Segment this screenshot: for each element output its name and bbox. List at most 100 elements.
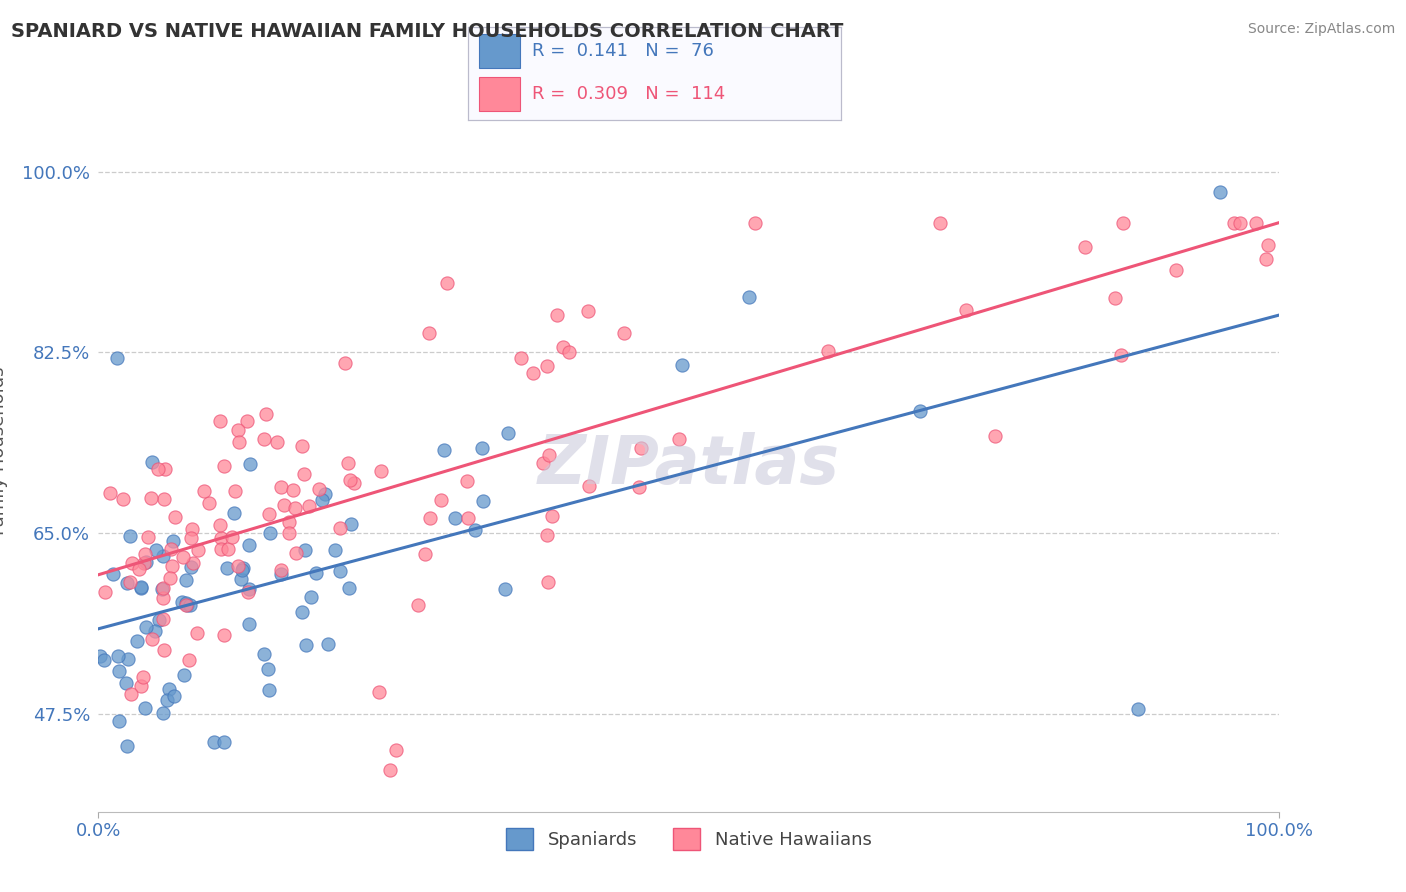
Point [228, 558, 250, 573]
Point [108, 665, 131, 679]
Point [291, 440, 314, 454]
Point [292, 467, 315, 481]
Point [111, 491, 134, 506]
Point [418, 326, 440, 340]
Point [159, 541, 181, 556]
Point [1256, 252, 1278, 266]
Point [370, 464, 392, 478]
Point [221, 530, 243, 544]
Point [93, 653, 115, 667]
Point [198, 496, 221, 510]
Point [298, 500, 321, 514]
Point [98, 486, 121, 500]
Point [318, 637, 340, 651]
Point [299, 590, 322, 604]
Point [311, 493, 333, 508]
Point [270, 480, 292, 494]
Point [436, 277, 458, 291]
Point [259, 525, 281, 540]
Point [257, 663, 280, 677]
Point [174, 599, 197, 613]
Point [329, 564, 352, 578]
Point [1244, 216, 1267, 230]
Point [181, 556, 204, 570]
Point [340, 517, 363, 532]
Point [212, 459, 235, 474]
Point [817, 343, 839, 358]
Text: R =  0.141   N =  76: R = 0.141 N = 76 [531, 42, 713, 60]
Point [224, 483, 246, 498]
Point [118, 529, 141, 543]
Point [1111, 216, 1133, 230]
Point [1229, 216, 1251, 230]
Point [180, 531, 202, 545]
Point [308, 483, 330, 497]
Point [1109, 348, 1132, 362]
Point [153, 643, 176, 657]
Point [180, 560, 202, 574]
Point [266, 434, 288, 449]
Point [929, 216, 952, 230]
Point [239, 458, 262, 472]
Point [135, 620, 157, 634]
Point [385, 743, 408, 757]
Point [433, 443, 456, 458]
Point [152, 612, 174, 626]
Point [156, 693, 179, 707]
Point [231, 572, 253, 586]
Point [132, 557, 155, 571]
Point [558, 344, 581, 359]
Point [538, 448, 561, 462]
Point [173, 668, 195, 682]
Point [176, 598, 198, 612]
Point [120, 688, 142, 702]
Point [457, 511, 479, 525]
Point [181, 522, 204, 536]
Point [159, 571, 181, 585]
Point [314, 487, 336, 501]
Point [105, 351, 128, 365]
Point [136, 530, 159, 544]
Point [217, 561, 239, 575]
Point [628, 480, 651, 494]
Point [1166, 263, 1188, 277]
Point [378, 764, 401, 778]
Point [134, 701, 156, 715]
Point [127, 633, 149, 648]
Point [163, 689, 186, 703]
Point [955, 303, 977, 318]
Point [165, 510, 187, 524]
Point [253, 647, 276, 661]
Point [368, 685, 391, 699]
Point [172, 549, 194, 564]
Point [546, 308, 568, 322]
Point [522, 366, 544, 380]
Point [152, 591, 174, 605]
Point [578, 479, 600, 493]
Point [115, 675, 138, 690]
Point [232, 561, 254, 575]
Point [305, 566, 328, 580]
Legend: Spaniards, Native Hawaiians: Spaniards, Native Hawaiians [499, 821, 879, 857]
Point [93, 585, 115, 599]
Point [983, 429, 1005, 443]
Point [128, 562, 150, 576]
Point [671, 358, 693, 372]
Point [277, 526, 299, 541]
Point [630, 441, 652, 455]
Point [281, 483, 304, 498]
Point [1104, 291, 1126, 305]
Point [176, 574, 198, 588]
Point [294, 543, 316, 558]
Point [406, 599, 429, 613]
Point [129, 679, 152, 693]
Point [202, 735, 225, 749]
Text: SPANIARD VS NATIVE HAWAIIAN FAMILY HOUSEHOLDS CORRELATION CHART: SPANIARD VS NATIVE HAWAIIAN FAMILY HOUSE… [11, 22, 844, 41]
Point [238, 616, 260, 631]
Bar [479, 34, 520, 68]
Point [224, 506, 246, 520]
Point [148, 462, 170, 476]
Point [135, 555, 157, 569]
Point [231, 563, 253, 577]
Point [1209, 186, 1232, 200]
